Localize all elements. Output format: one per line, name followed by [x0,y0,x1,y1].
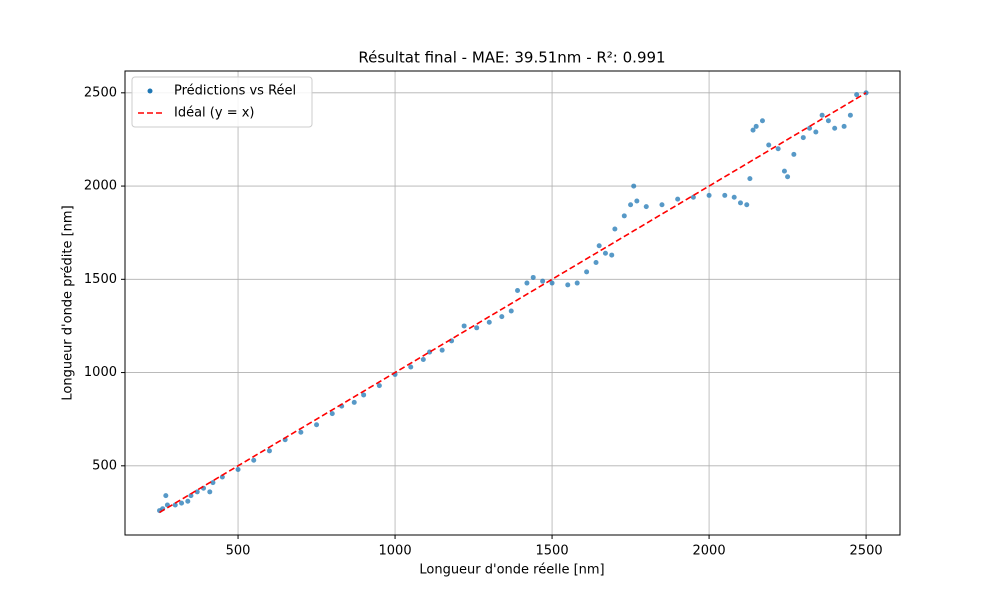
y-tick-label: 2500 [84,85,117,100]
x-tick-label: 2500 [850,544,883,559]
data-point [759,118,765,124]
data-point [628,202,634,208]
data-point [631,183,637,189]
data-point [753,123,759,129]
data-point [785,174,791,180]
data-point [854,92,860,98]
x-tick-label: 1500 [536,544,569,559]
data-point [439,347,445,353]
data-point [744,202,750,208]
data-point [194,489,200,495]
x-axis-label: Longueur d'onde réelle [nm] [419,563,604,578]
data-point [621,213,627,219]
data-point [540,278,546,284]
data-point [847,112,853,118]
legend-label: Prédictions vs Réel [174,84,296,99]
y-tick-label: 1000 [84,365,117,380]
data-point [819,112,825,118]
data-point [706,192,712,198]
y-tick-label: 500 [92,458,117,473]
data-point [179,500,185,506]
data-point [791,151,797,157]
data-point [508,308,514,314]
data-point [574,280,580,286]
data-point [235,467,241,473]
y-axis-label: Longueur d'onde prédite [nm] [61,205,76,400]
data-point [420,357,426,363]
x-tick-label: 2000 [693,544,726,559]
chart-title: Résultat final - MAE: 39.51nm - R²: 0.99… [358,49,665,67]
data-point [207,489,213,495]
data-point [800,135,806,141]
data-point [251,457,257,463]
data-point [584,269,590,275]
plot-frame [124,70,901,536]
data-point [781,168,787,174]
data-point [266,448,272,454]
data-point [376,383,382,389]
data-point [609,252,615,258]
data-point [593,260,599,266]
data-point [832,125,838,131]
data-point [298,429,304,435]
data-point [596,243,602,249]
ideal-line [159,92,867,514]
data-point [602,250,608,256]
data-point [530,274,536,280]
data-point [461,323,467,329]
legend-label: Idéal (y = x) [174,106,254,121]
data-point [188,493,194,499]
data-point [329,411,335,417]
data-point [210,480,216,486]
data-point [515,288,521,294]
data-point [722,192,728,198]
legend-marker [147,88,153,94]
data-point [766,142,772,148]
data-point [807,125,813,131]
data-point [499,314,505,320]
data-point [185,498,191,504]
data-point [659,202,665,208]
data-point [737,200,743,206]
data-point [486,319,492,325]
legend-box [131,76,313,128]
data-point [825,118,831,124]
data-point [750,127,756,133]
data-point [731,194,737,200]
data-point [549,280,555,286]
data-point [219,474,225,480]
data-point [690,194,696,200]
data-point [314,422,320,428]
data-point [675,196,681,202]
x-tick-label: 500 [226,544,251,559]
data-point [172,502,178,508]
data-point [351,399,357,405]
data-point [474,325,480,331]
data-point [361,392,367,398]
data-point [841,123,847,129]
data-point [775,146,781,152]
data-point [612,226,618,232]
data-point [813,129,819,135]
data-point [643,204,649,210]
data-point [524,280,530,286]
data-point [163,493,169,499]
data-point [747,176,753,182]
data-point [634,198,640,204]
y-tick-label: 2000 [84,179,117,194]
x-tick-label: 1000 [379,544,412,559]
data-point [408,364,414,370]
data-point [565,282,571,288]
y-tick-label: 1500 [84,272,117,287]
